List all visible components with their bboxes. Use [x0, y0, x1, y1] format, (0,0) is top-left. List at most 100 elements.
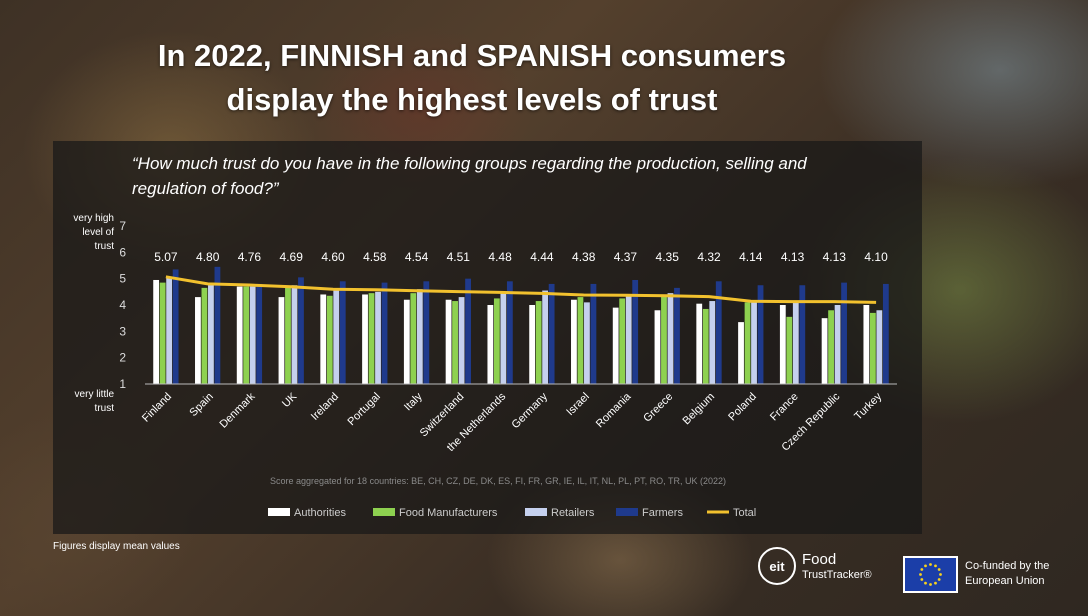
- bar-food-manufacturers: [577, 297, 584, 384]
- x-tick-label: Italy: [402, 390, 425, 413]
- legend-swatch-authorities: [268, 508, 290, 516]
- bar-retailers: [834, 305, 841, 384]
- bar-retailers: [584, 302, 590, 384]
- x-tick-label: UK: [280, 390, 300, 410]
- bar-retailers: [542, 290, 549, 384]
- bar-farmers: [715, 281, 722, 384]
- legend-swatch-farmers: [616, 508, 638, 516]
- bar-food-manufacturers: [619, 298, 626, 384]
- bar-authorities: [362, 294, 368, 384]
- bar-food-manufacturers: [243, 286, 250, 384]
- title-line-1: In 2022, FINNISH and SPANISH consumers: [157, 38, 787, 73]
- total-data-label: 4.80: [196, 250, 220, 264]
- total-data-label: 4.38: [572, 250, 596, 264]
- y-tick-label: 4: [119, 298, 126, 312]
- eu-cofunded-text: Co-funded by the European Union: [965, 559, 1049, 589]
- eu-star: [934, 581, 937, 585]
- eu-star: [929, 563, 932, 566]
- bar-farmers: [256, 283, 263, 384]
- bar-food-manufacturers: [869, 312, 876, 384]
- bar-farmers: [298, 277, 304, 384]
- eu-star: [920, 568, 924, 571]
- x-tick-label: Portugal: [345, 391, 382, 428]
- eu-star: [924, 581, 927, 585]
- y-label-high: level of: [82, 227, 114, 238]
- total-data-label: 4.14: [739, 250, 763, 264]
- bar-farmers: [632, 279, 639, 384]
- bar-farmers: [882, 283, 889, 384]
- bar-authorities: [487, 305, 494, 384]
- figures-note: Figures display mean values: [53, 541, 180, 552]
- bar-food-manufacturers: [661, 294, 667, 384]
- bar-food-manufacturers: [410, 293, 417, 384]
- bar-authorities: [863, 305, 870, 384]
- survey-question: “How much trust do you have in the follo…: [132, 151, 902, 201]
- x-tick-label: France: [768, 391, 801, 424]
- title-line-2: display the highest levels of trust: [226, 82, 718, 117]
- total-data-label: 4.48: [488, 250, 512, 264]
- bar-farmers: [214, 266, 221, 384]
- bar-farmers: [841, 282, 847, 384]
- x-tick-label: Spain: [187, 391, 215, 419]
- total-data-label: 4.60: [321, 250, 345, 264]
- eu-star: [924, 564, 927, 568]
- bar-farmers: [172, 269, 179, 384]
- bar-food-manufacturers: [744, 302, 751, 384]
- bar-food-manufacturers: [285, 287, 291, 384]
- bar-retailers: [375, 291, 381, 384]
- bar-authorities: [320, 294, 327, 384]
- legend-swatch-retailers: [525, 508, 547, 516]
- total-data-label: 4.35: [656, 250, 680, 264]
- eit-logo-icon: eit: [758, 547, 796, 585]
- logo-line-1: Food: [802, 551, 837, 568]
- x-tick-label: Finland: [140, 391, 174, 425]
- legend-label: Food Manufacturers: [399, 507, 498, 519]
- bar-retailers: [709, 301, 716, 384]
- eu-star: [937, 568, 941, 571]
- eu-line-1: Co-funded by the: [965, 560, 1050, 572]
- question-line-2: regulation of food?”: [132, 179, 279, 198]
- bar-authorities: [696, 303, 703, 384]
- bar-farmers: [757, 285, 764, 384]
- total-data-label: 4.69: [280, 250, 304, 264]
- legend-label: Farmers: [642, 507, 683, 519]
- bar-authorities: [654, 310, 661, 384]
- bar-food-manufacturers: [201, 287, 208, 384]
- food-trusttracker-logo: Food TrustTracker®: [802, 552, 872, 582]
- bar-farmers: [465, 278, 471, 384]
- total-data-label: 4.13: [823, 250, 847, 264]
- bar-authorities: [153, 279, 160, 384]
- y-tick-label: 3: [119, 324, 126, 338]
- bar-farmers: [590, 283, 597, 384]
- total-data-label: 4.44: [530, 250, 554, 264]
- eu-flag-icon: [903, 556, 958, 593]
- x-tick-label: Denmark: [217, 390, 257, 430]
- bar-authorities: [529, 305, 536, 384]
- bar-authorities: [445, 299, 452, 384]
- logo-line-2: TrustTracker®: [802, 569, 872, 581]
- bar-retailers: [625, 295, 632, 384]
- total-data-label: 5.07: [154, 250, 178, 264]
- bar-farmers: [506, 281, 513, 384]
- eu-star: [939, 573, 942, 576]
- total-data-label: 4.10: [864, 250, 888, 264]
- bar-farmers: [423, 281, 430, 384]
- bar-retailers: [667, 293, 674, 384]
- total-data-label: 4.32: [697, 250, 721, 264]
- y-tick-label: 6: [119, 245, 126, 259]
- bar-retailers: [333, 290, 340, 384]
- bar-authorities: [195, 297, 201, 384]
- countries-footnote: Score aggregated for 18 countries: BE, C…: [270, 476, 726, 486]
- x-tick-label: Germany: [510, 390, 551, 431]
- bar-farmers: [548, 283, 555, 384]
- eu-star: [937, 578, 941, 581]
- bar-retailers: [416, 289, 423, 384]
- legend-label: Retailers: [551, 507, 595, 519]
- x-tick-label: Poland: [726, 391, 759, 424]
- bar-authorities: [779, 305, 786, 384]
- bar-farmers: [381, 282, 388, 384]
- bar-authorities: [403, 299, 410, 384]
- legend-label: Total: [733, 507, 756, 519]
- total-line: [165, 275, 877, 304]
- bar-farmers: [799, 285, 806, 384]
